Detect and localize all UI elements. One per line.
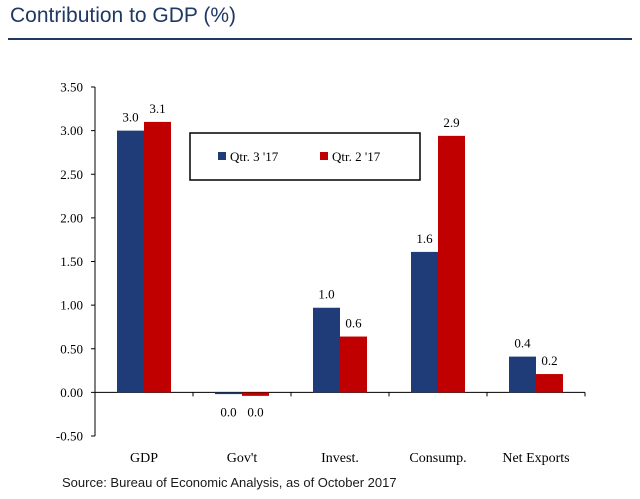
- legend-label: Qtr. 3 '17: [230, 149, 279, 164]
- y-tick-label: -0.50: [56, 429, 83, 444]
- data-label: 1.6: [416, 231, 433, 246]
- y-tick-label: 2.00: [60, 210, 83, 225]
- data-label: 0.6: [345, 316, 362, 331]
- bar-q2-3: [438, 135, 465, 393]
- y-tick-label: 1.00: [60, 298, 83, 313]
- x-tick-label: GDP: [130, 451, 158, 466]
- data-label: 0.2: [541, 353, 557, 368]
- x-tick-label: Net Exports: [502, 451, 569, 466]
- bar-q2-2: [340, 336, 367, 393]
- y-tick-label: 0.00: [60, 385, 83, 400]
- bar-q3-2: [313, 307, 340, 393]
- bar-q3-0: [117, 130, 144, 393]
- data-label: 1.0: [318, 287, 334, 302]
- data-label: 0.4: [514, 336, 531, 351]
- y-tick-label: 2.50: [60, 167, 83, 182]
- title-divider: [8, 38, 632, 40]
- x-tick-label: Invest.: [321, 451, 359, 466]
- source-note: Source: Bureau of Economic Analysis, as …: [62, 475, 397, 490]
- bar-q2-4: [536, 374, 563, 393]
- x-tick-label: Consump.: [409, 451, 466, 466]
- bar-chart: 3.50 3.00 2.50 2.00 1.50 1.00 0.50 0.00 -0.50 3.0…: [56, 80, 586, 466]
- x-tick-label: Gov't: [227, 451, 258, 466]
- y-tick-label: 1.50: [60, 254, 83, 269]
- data-label: 3.0: [122, 110, 138, 125]
- data-label: 0.0: [247, 404, 263, 419]
- y-tick-label: 3.00: [60, 123, 83, 138]
- data-label: 0.0: [220, 404, 236, 419]
- legend-box: [189, 132, 421, 181]
- data-label: 2.9: [443, 115, 459, 130]
- page-title: Contribution to GDP (%): [10, 4, 237, 27]
- y-tick-label: 3.50: [60, 80, 83, 95]
- bar-q2-1: [242, 392, 269, 396]
- y-tick-label: 0.50: [60, 341, 83, 356]
- legend-swatch: [320, 152, 328, 160]
- bar-q3-4: [509, 356, 536, 393]
- legend-label: Qtr. 2 '17: [332, 149, 381, 164]
- data-label: 3.1: [149, 101, 165, 116]
- bar-q3-3: [411, 251, 438, 393]
- bar-q3-1: [215, 392, 242, 395]
- legend-swatch: [218, 152, 226, 160]
- bar-q2-0: [144, 121, 171, 393]
